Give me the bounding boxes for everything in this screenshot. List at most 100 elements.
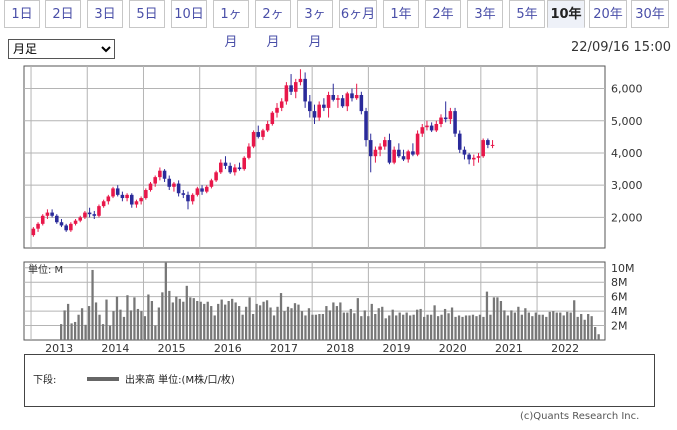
candle-body — [223, 162, 228, 166]
candle-body — [270, 112, 275, 124]
candle-body — [153, 177, 157, 184]
x-tick-label-2016: 2016 — [214, 342, 242, 355]
tab-14[interactable]: 20年 — [589, 0, 627, 28]
tab-0[interactable]: 1日 — [4, 0, 40, 28]
tab-12[interactable]: 5年 — [509, 0, 545, 28]
candle-body — [172, 183, 176, 187]
volume-bar — [321, 314, 325, 340]
x-tick-label-2013: 2013 — [45, 342, 73, 355]
candle-body — [392, 149, 396, 163]
volume-bar — [286, 306, 290, 340]
volume-bar — [94, 302, 98, 340]
candle-body — [148, 183, 153, 191]
volume-bar — [112, 311, 115, 340]
candle-body — [176, 183, 181, 194]
candle-body — [162, 170, 167, 179]
tab-9[interactable]: 1年 — [383, 0, 419, 28]
volume-bar — [457, 315, 461, 340]
volume-bar — [566, 311, 569, 340]
volume-bar — [388, 315, 391, 340]
volume-bar — [395, 315, 398, 340]
volume-bar — [133, 297, 136, 340]
tab-5[interactable]: 1ヶ月 — [213, 0, 249, 50]
volume-bar — [534, 312, 537, 340]
volume-bar — [276, 306, 279, 340]
volume-bar — [140, 311, 143, 340]
volume-bar — [157, 307, 160, 340]
tab-3[interactable]: 5日 — [129, 0, 165, 28]
volume-bar — [73, 321, 77, 340]
volume-bar — [531, 316, 534, 340]
volume-bar — [440, 314, 443, 340]
candle-body — [443, 117, 448, 120]
tab-11[interactable]: 3年 — [467, 0, 503, 28]
volume-bar — [475, 316, 478, 340]
volume-bar — [108, 325, 112, 340]
candle-body — [125, 194, 129, 199]
volume-bar — [70, 323, 73, 340]
volume-bar — [307, 308, 311, 340]
candle-body — [115, 188, 120, 195]
volume-bar — [496, 297, 499, 340]
tab-10[interactable]: 2年 — [425, 0, 461, 28]
volume-bar — [454, 316, 457, 340]
volume-bar — [342, 312, 345, 340]
volume-bar — [129, 310, 133, 340]
candle-body — [434, 123, 439, 131]
candle-body — [472, 157, 476, 160]
tab-15[interactable]: 30年 — [631, 0, 669, 28]
timestamp: 22/09/16 15:00 — [571, 40, 671, 55]
candle-body — [397, 149, 401, 157]
candle-body — [284, 85, 289, 102]
volume-tick-label: 2M — [611, 320, 628, 333]
tab-13[interactable]: 10年 — [547, 0, 585, 28]
volume-bar — [485, 291, 489, 340]
volume-bar — [258, 305, 262, 340]
volume-bar — [541, 314, 544, 340]
candle-body — [209, 180, 214, 187]
volume-bar — [175, 296, 178, 340]
volume-bar — [349, 308, 352, 340]
tab-6[interactable]: 2ヶ月 — [255, 0, 291, 50]
candle-body — [429, 125, 434, 131]
volume-bar — [545, 316, 548, 340]
volume-bar — [422, 316, 426, 340]
candle-body — [73, 220, 78, 224]
candle-body — [387, 140, 392, 163]
candle-body — [317, 104, 321, 118]
volume-bar — [471, 314, 475, 340]
candle-body — [322, 104, 326, 108]
volume-bar — [499, 301, 503, 340]
volume-bar — [391, 309, 394, 340]
candle-body — [457, 133, 462, 150]
volume-bar — [269, 307, 272, 340]
tab-4[interactable]: 10日 — [171, 0, 207, 28]
candle-body — [181, 193, 186, 195]
candle-body — [265, 123, 270, 131]
volume-bar — [168, 290, 171, 340]
volume-bar — [325, 306, 328, 340]
tab-8[interactable]: 6ヶ月 — [339, 0, 377, 28]
volume-bar — [489, 314, 492, 340]
volume-bar — [98, 314, 101, 340]
volume-bar — [412, 314, 415, 340]
candle-body — [167, 178, 172, 187]
volume-bar — [552, 311, 555, 340]
candle-body — [97, 206, 101, 216]
candle-body — [350, 93, 354, 99]
volume-bar — [231, 298, 234, 340]
price-tick-label: 4,000 — [611, 147, 643, 160]
tab-7[interactable]: 3ヶ月 — [297, 0, 333, 50]
volume-bar — [196, 301, 199, 340]
candle-period-select[interactable]: 月足 — [8, 39, 115, 59]
candle-body — [420, 127, 425, 134]
candle-body — [359, 94, 364, 112]
tab-1[interactable]: 2日 — [45, 0, 81, 28]
volume-tick-label: 10M — [611, 262, 635, 275]
candle-body — [190, 194, 195, 202]
x-tick-label-2021: 2021 — [495, 342, 523, 355]
tab-2[interactable]: 3日 — [87, 0, 123, 28]
volume-bar — [290, 308, 293, 340]
volume-bar — [272, 315, 276, 340]
volume-tick-label: 4M — [611, 305, 628, 318]
